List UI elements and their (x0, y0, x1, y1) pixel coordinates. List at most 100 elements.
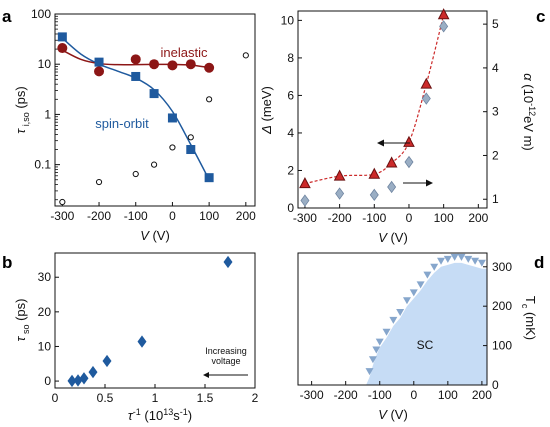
x-axis-label-unit-tail-sup: -1 (180, 407, 188, 417)
delta-point (437, 8, 450, 20)
x-axis-label: V (V) (140, 228, 170, 243)
x-axis-label-var: V (378, 407, 388, 422)
y-axis-label-unit: (meV) (259, 86, 274, 125)
y-tick-label: 4 (287, 126, 294, 140)
data-point (102, 354, 112, 368)
delta-point (368, 167, 381, 179)
y-tick-label: 0.1 (34, 158, 51, 172)
tc-point (443, 255, 452, 263)
left-arrow-head (377, 139, 384, 147)
y-axis-label-var: T (523, 296, 538, 304)
delta-point (420, 77, 433, 89)
y-axis-label-sub: c (520, 304, 530, 309)
open-circle-point (132, 170, 139, 178)
y-tick-label: 2 (287, 163, 294, 177)
y-tick-label: 10 (281, 13, 295, 27)
tc-point (389, 316, 398, 324)
x-tick-label: -300 (293, 211, 317, 225)
tc-point (409, 289, 418, 297)
tc-point (375, 338, 384, 346)
spin-orbit-point (57, 32, 67, 42)
tc-point (464, 255, 473, 263)
x-tick-label: 100 (434, 211, 454, 225)
y2-tick-label: 4 (492, 61, 499, 75)
y-axis-label-var: Δ (259, 125, 274, 135)
delta-point (333, 169, 346, 181)
y2-axis-label: α (10-12eV m) (521, 73, 537, 151)
y-tick-label: 6 (287, 88, 294, 102)
spin-orbit-point (204, 173, 214, 183)
inelastic-point (57, 43, 68, 54)
open-circle-point (59, 198, 66, 206)
y-axis-label-var: τ (13, 128, 28, 134)
alpha-point (387, 180, 397, 194)
plot-frame (54, 252, 256, 389)
arrow-head (203, 372, 209, 378)
panel-a: -300 -200 -100 0 100 200 0.1 1 10 100 inelastic spi… (2, 7, 256, 243)
sc-region-label: SC (417, 338, 434, 352)
y-axis-label-sub: so (21, 325, 31, 337)
x-tick-label: -100 (368, 388, 392, 402)
x-axis-label-sup: -1 (133, 407, 141, 417)
x-tick-label: -200 (328, 211, 352, 225)
y-tick-label: 100 (31, 7, 51, 21)
right-arrow-head (426, 179, 433, 187)
alpha-point (300, 194, 310, 207)
x-axis-label-var: τ (128, 408, 134, 423)
tc-point (402, 297, 411, 305)
y-tick-label: 10 (38, 339, 52, 353)
y2-tick-label: 200 (492, 299, 512, 313)
spin-orbit-point (186, 145, 196, 155)
y2-tick-label: 0 (492, 378, 499, 392)
inelastic-point (167, 60, 178, 71)
y-axis-label: τ i,so (ps) (13, 86, 31, 133)
x-tick-label: 0 (406, 211, 413, 225)
y-tick-label: 30 (38, 270, 52, 284)
y-tick-label: 10 (38, 57, 52, 71)
x-tick-label: 100 (199, 209, 219, 223)
x-tick-label: -300 (300, 388, 324, 402)
x-axis-label-unit: (V) (149, 228, 170, 243)
annotation-line-1: Increasing (205, 346, 247, 356)
y2-tick-label: 300 (492, 260, 512, 274)
x-tick-label: -200 (334, 388, 358, 402)
data-point (223, 255, 233, 269)
y-axis-label: Tc (mK) (520, 296, 538, 340)
y-axis-label: τ so (ps) (13, 299, 31, 342)
x-axis-label-unit: (V) (387, 407, 408, 422)
y2-tick-label: 2 (492, 148, 499, 162)
y-tick-label: 0 (287, 201, 294, 215)
x-tick-label: 0 (169, 209, 176, 223)
inelastic-fit-curve (62, 49, 210, 69)
x-axis-label-unit: (V) (387, 230, 408, 245)
x-tick-label: -300 (50, 209, 74, 223)
x-tick-label: 200 (236, 209, 256, 223)
inelastic-point (204, 62, 215, 73)
tc-point (450, 253, 459, 261)
x-tick-label: -100 (124, 209, 148, 223)
x-axis-label-unit-tail: s (173, 408, 180, 423)
annotation-line-2: voltage (211, 356, 240, 366)
alpha-point (369, 188, 379, 202)
y-axis-label: Δ (meV) (259, 86, 274, 135)
plot-frame (54, 13, 256, 207)
tc-point (416, 281, 425, 289)
y-axis-label-unit: (ps) (13, 86, 28, 112)
y2-tick-label: 5 (492, 17, 499, 31)
open-circle-point (206, 96, 213, 103)
y2-axis-label-sup: -12 (527, 103, 537, 116)
data-point (79, 372, 89, 385)
alpha-point (335, 187, 345, 200)
x-axis-label: V (V) (378, 407, 408, 422)
y-axis-label-unit: (mK) (523, 308, 538, 340)
spin-orbit-label: spin-orbit (95, 116, 149, 131)
tc-point (372, 346, 381, 354)
inelastic-point (185, 59, 196, 70)
open-circle-point (169, 144, 176, 151)
spin-orbit-point (149, 89, 159, 99)
inelastic-label: inelastic (161, 45, 208, 60)
y2-axis-label-unit: (10 (521, 81, 536, 103)
